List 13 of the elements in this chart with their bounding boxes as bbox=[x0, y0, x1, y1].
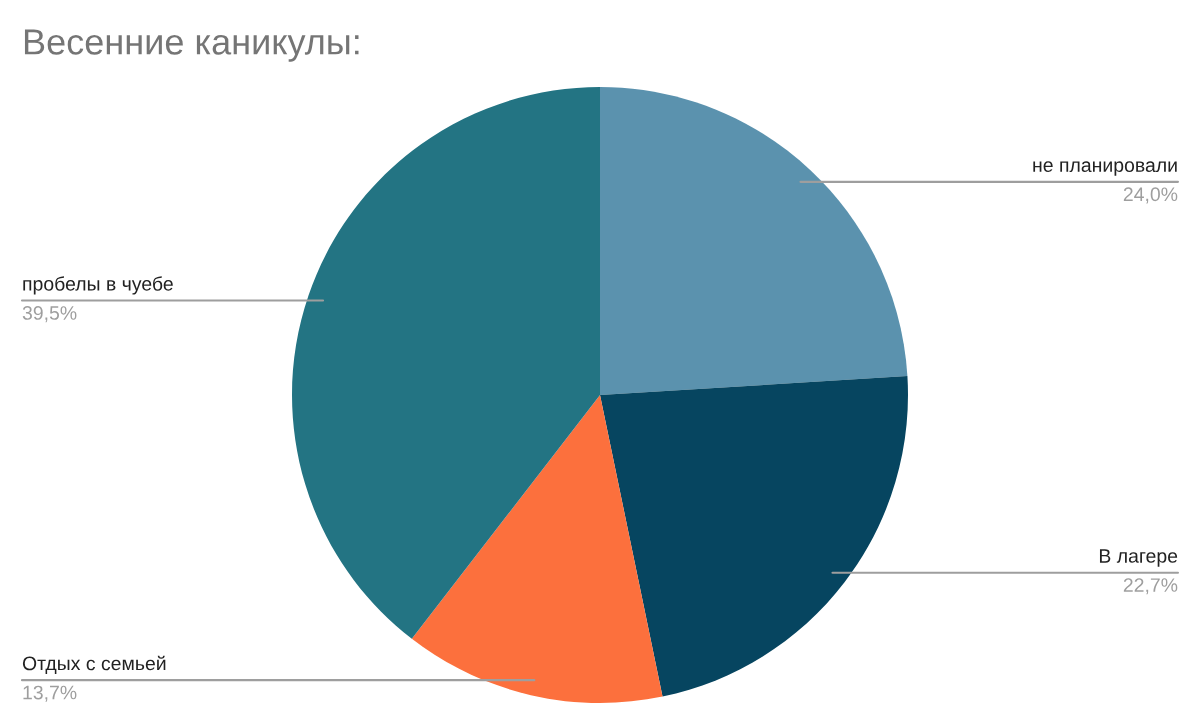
pie-slice bbox=[411, 395, 663, 703]
pie-slice bbox=[600, 376, 908, 697]
data-label: 22,7% bbox=[1123, 578, 1178, 595]
slice-label: не планировали bbox=[1033, 161, 1177, 176]
pie-slice bbox=[600, 87, 908, 395]
data-label: 39,5% bbox=[22, 306, 77, 323]
slice-label: пробелы в чуебе bbox=[23, 276, 173, 295]
chart-title: Весенние каникулы: bbox=[24, 29, 359, 62]
data-label: 24,0% bbox=[1123, 187, 1178, 204]
slice-label: В лагере bbox=[1099, 549, 1178, 567]
data-label: 13,7% bbox=[23, 685, 77, 702]
pie-slice bbox=[292, 87, 600, 639]
slice-label: Отдых с семьей bbox=[22, 655, 166, 674]
